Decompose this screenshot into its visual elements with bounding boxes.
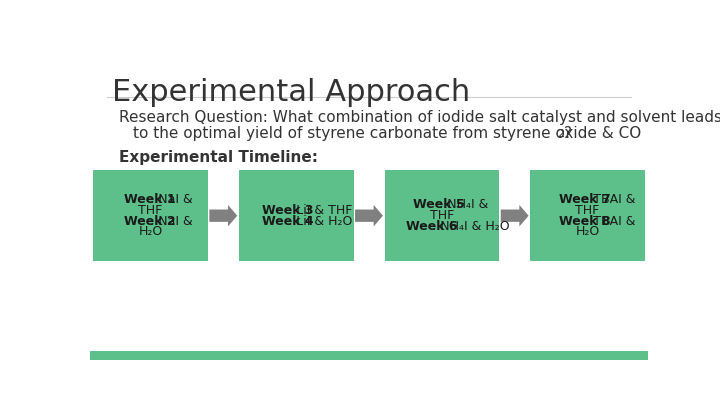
Text: H₂O: H₂O: [575, 225, 600, 239]
FancyArrow shape: [500, 205, 528, 226]
FancyArrow shape: [210, 205, 238, 226]
Text: : TBAI &: : TBAI &: [585, 193, 636, 206]
Text: : NaI &: : NaI &: [150, 193, 193, 206]
FancyBboxPatch shape: [384, 170, 499, 261]
Text: : NaI &: : NaI &: [150, 215, 193, 228]
FancyBboxPatch shape: [90, 351, 648, 360]
Text: Week 5: Week 5: [413, 198, 465, 211]
Text: Week 2: Week 2: [124, 215, 176, 228]
Text: Week 3: Week 3: [262, 204, 313, 217]
Text: THF: THF: [430, 209, 454, 222]
FancyBboxPatch shape: [530, 170, 645, 261]
Text: Week 4: Week 4: [262, 215, 313, 228]
Text: H₂O: H₂O: [138, 225, 163, 239]
Text: : NH₄I &: : NH₄I &: [439, 198, 489, 211]
Text: THF: THF: [138, 204, 163, 217]
Text: Week 7: Week 7: [559, 193, 611, 206]
Text: THF: THF: [575, 204, 600, 217]
Text: ?: ?: [564, 126, 572, 141]
Text: 2: 2: [557, 129, 564, 139]
Text: to the optimal yield of styrene carbonate from styrene oxide & CO: to the optimal yield of styrene carbonat…: [132, 126, 641, 141]
Text: Research Question: What combination of iodide salt catalyst and solvent leads: Research Question: What combination of i…: [120, 110, 720, 125]
Text: : LiI & THF: : LiI & THF: [288, 204, 352, 217]
Text: : TBAI &: : TBAI &: [585, 215, 636, 228]
Text: Week 8: Week 8: [559, 215, 611, 228]
Text: : NH₄I & H₂O: : NH₄I & H₂O: [431, 220, 509, 233]
Text: : LiI & H₂O: : LiI & H₂O: [288, 215, 352, 228]
Text: Experimental Timeline:: Experimental Timeline:: [120, 150, 318, 165]
Text: Week 1: Week 1: [124, 193, 176, 206]
FancyBboxPatch shape: [239, 170, 354, 261]
FancyArrow shape: [355, 205, 383, 226]
Text: Experimental Approach: Experimental Approach: [112, 78, 470, 107]
Text: Week 6: Week 6: [405, 220, 457, 233]
FancyBboxPatch shape: [93, 170, 208, 261]
